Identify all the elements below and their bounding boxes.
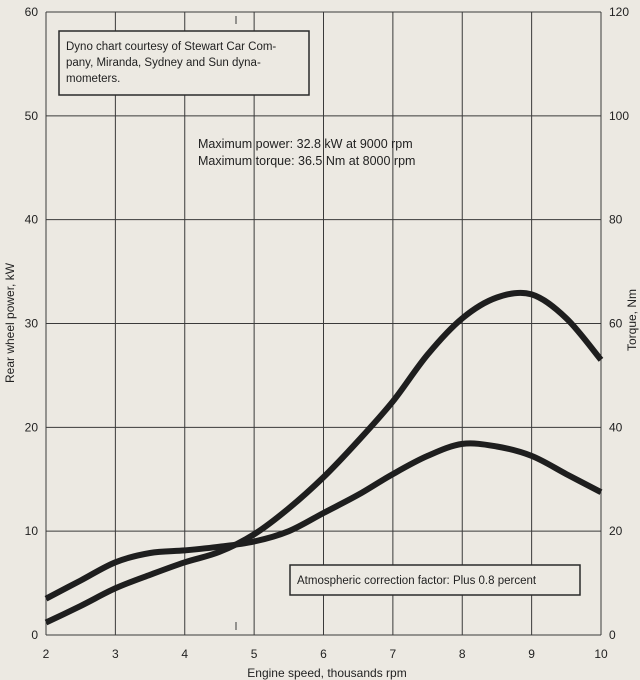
right-tick-label-5: 100 [609, 109, 629, 123]
left-axis-title: Rear wheel power, kW [3, 262, 17, 383]
right-axis-ticks: 0 20 40 60 80 100 120 [609, 5, 629, 642]
x-tick-label-0: 2 [43, 647, 50, 661]
left-tick-label-3: 30 [25, 317, 39, 331]
x-axis-title: Engine speed, thousands rpm [247, 666, 406, 680]
x-axis-ticks: 2 3 4 5 6 7 8 9 10 [43, 647, 608, 661]
x-tick-label-5: 7 [390, 647, 397, 661]
credit-line-2: pany, Miranda, Sydney and Sun dyna- [66, 57, 261, 69]
power-curve [44, 289, 604, 626]
credit-line-1: Dyno chart courtesy of Stewart Car Com- [66, 41, 276, 53]
max-power-note: Maximum power: 32.8 kW at 9000 rpm [198, 137, 413, 151]
left-axis-ticks: 0 10 20 30 40 50 60 [25, 5, 39, 642]
right-tick-label-0: 0 [609, 628, 616, 642]
correction-box: Atmospheric correction factor: Plus 0.8 … [289, 564, 581, 596]
torque-curve [44, 440, 603, 602]
right-tick-label-4: 80 [609, 213, 623, 227]
credit-box-frame [58, 30, 310, 96]
curves [44, 289, 604, 626]
credit-box: Dyno chart courtesy of Stewart Car Com- … [58, 30, 310, 96]
x-tick-label-4: 6 [320, 647, 327, 661]
left-tick-label-2: 20 [25, 420, 39, 434]
right-tick-label-1: 20 [609, 524, 623, 538]
left-tick-label-6: 60 [25, 5, 39, 19]
right-tick-label-3: 60 [609, 317, 623, 331]
left-tick-label-4: 40 [25, 213, 39, 227]
right-tick-label-6: 120 [609, 5, 629, 19]
left-tick-label-0: 0 [31, 628, 38, 642]
correction-box-frame [289, 564, 581, 596]
credit-line-3: mometers. [66, 73, 120, 85]
max-torque-note: Maximum torque: 36.5 Nm at 8000 rpm [198, 154, 415, 168]
x-tick-label-1: 3 [112, 647, 119, 661]
left-tick-label-5: 50 [25, 109, 39, 123]
grid [45, 11, 602, 636]
left-tick-label-1: 10 [25, 524, 39, 538]
x-tick-label-6: 8 [459, 647, 466, 661]
right-tick-label-2: 40 [609, 420, 623, 434]
x-tick-label-3: 5 [251, 647, 258, 661]
correction-note: Atmospheric correction factor: Plus 0.8 … [297, 575, 537, 587]
x-tick-label-7: 9 [528, 647, 535, 661]
right-axis-title: Torque, Nm [625, 289, 639, 351]
x-tick-label-2: 4 [181, 647, 188, 661]
x-tick-label-8: 10 [594, 647, 608, 661]
